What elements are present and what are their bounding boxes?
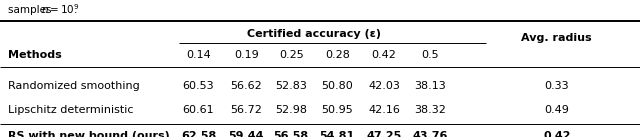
Text: .: .: [74, 5, 77, 15]
Text: 52.83: 52.83: [275, 81, 307, 91]
Text: Lipschitz deterministic: Lipschitz deterministic: [8, 105, 133, 115]
Text: samples: samples: [8, 5, 54, 15]
Text: 0.33: 0.33: [545, 81, 569, 91]
Text: 0.14: 0.14: [186, 51, 211, 60]
Text: RS with new bound (ours): RS with new bound (ours): [8, 131, 170, 137]
Text: 38.13: 38.13: [414, 81, 446, 91]
Text: 62.58: 62.58: [180, 131, 216, 137]
Text: 43.76: 43.76: [412, 131, 448, 137]
Text: 59.44: 59.44: [228, 131, 264, 137]
Text: 0.25: 0.25: [279, 51, 303, 60]
Text: Certified accuracy (ε): Certified accuracy (ε): [246, 29, 381, 38]
Text: 52.98: 52.98: [275, 105, 307, 115]
Text: 42.16: 42.16: [368, 105, 400, 115]
Text: 42.03: 42.03: [368, 81, 400, 91]
Text: 0.19: 0.19: [234, 51, 259, 60]
Text: 50.95: 50.95: [321, 105, 353, 115]
Text: 0.5: 0.5: [421, 51, 439, 60]
Text: Randomized smoothing: Randomized smoothing: [8, 81, 140, 91]
Text: 54.81: 54.81: [319, 131, 355, 137]
Text: 56.58: 56.58: [274, 131, 308, 137]
Text: 0.49: 0.49: [545, 105, 569, 115]
Text: 56.62: 56.62: [230, 81, 262, 91]
Text: $n = 10^9$: $n = 10^9$: [41, 3, 80, 16]
Text: 50.80: 50.80: [321, 81, 353, 91]
Text: Methods: Methods: [8, 51, 61, 60]
Text: 0.28: 0.28: [325, 51, 349, 60]
Text: 60.61: 60.61: [182, 105, 214, 115]
Text: 38.32: 38.32: [414, 105, 446, 115]
Text: 0.42: 0.42: [372, 51, 396, 60]
Text: 60.53: 60.53: [182, 81, 214, 91]
Text: 0.42: 0.42: [543, 131, 570, 137]
Text: 47.25: 47.25: [366, 131, 402, 137]
Text: 56.72: 56.72: [230, 105, 262, 115]
Text: Avg. radius: Avg. radius: [522, 33, 592, 43]
